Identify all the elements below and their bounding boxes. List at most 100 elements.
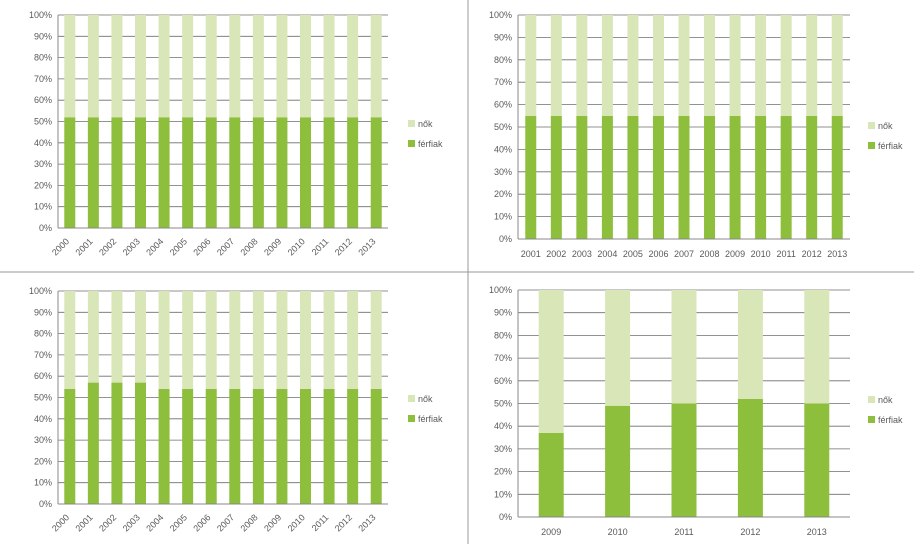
bar-segment-férfiak xyxy=(158,388,170,504)
x-tick-label: 2002 xyxy=(97,512,118,533)
y-tick-label: 70% xyxy=(494,353,512,363)
x-tick-label: 2008 xyxy=(239,236,260,257)
y-tick-label: 60% xyxy=(34,95,52,105)
bar-segment-férfiak xyxy=(525,115,537,239)
legend-swatch xyxy=(868,142,875,149)
y-tick-label: 30% xyxy=(494,444,512,454)
x-tick-label: 2010 xyxy=(608,527,628,537)
x-tick-label: 2012 xyxy=(333,236,354,257)
bar-segment-nők xyxy=(300,15,311,118)
x-tick-label: 2004 xyxy=(597,249,617,259)
legend: nők férfiak xyxy=(868,121,903,151)
bar-segment-férfiak xyxy=(755,115,767,239)
y-tick-label: 0% xyxy=(499,512,512,522)
y-tick-label: 70% xyxy=(494,77,512,87)
bar-segment-férfiak xyxy=(300,117,311,228)
bar-segment-nők xyxy=(347,15,359,118)
y-tick-label: 40% xyxy=(34,138,52,148)
bar-segment-nők xyxy=(804,290,830,404)
bar-segment-férfiak xyxy=(323,117,335,228)
x-tick-label: 2004 xyxy=(144,512,165,533)
bar-segment-nők xyxy=(229,15,241,118)
bar-segment-férfiak xyxy=(627,115,639,239)
bar-segment-nők xyxy=(64,15,76,118)
legend-label: nők xyxy=(418,119,433,129)
y-tick-label: 10% xyxy=(34,478,52,488)
legend-label: nők xyxy=(878,395,893,405)
bar-segment-férfiak xyxy=(87,117,99,228)
bar-segment-nők xyxy=(276,291,288,389)
y-tick-label: 70% xyxy=(34,350,52,360)
x-tick-label: 2010 xyxy=(286,512,307,533)
x-tick-label: 2009 xyxy=(262,236,283,257)
x-tick-label: 2012 xyxy=(333,512,354,533)
x-tick-label: 2000 xyxy=(50,512,71,533)
legend-label: férfiak xyxy=(418,139,443,149)
bar-segment-férfiak xyxy=(323,388,335,504)
y-tick-label: 20% xyxy=(34,456,52,466)
legend-label: férfiak xyxy=(878,415,903,425)
bar-segment-férfiak xyxy=(538,433,564,517)
bar-segment-nők xyxy=(538,290,564,434)
bar-segment-nők xyxy=(135,15,146,118)
bar-segment-férfiak xyxy=(111,382,123,504)
bar-segment-férfiak xyxy=(229,388,241,504)
legend-swatch xyxy=(408,415,415,422)
bar-segment-férfiak xyxy=(601,115,613,239)
y-tick-label: 10% xyxy=(494,212,512,222)
bar-segment-nők xyxy=(678,15,690,116)
bar-segment-férfiak xyxy=(276,388,288,504)
y-tick-label: 70% xyxy=(34,74,52,84)
bar-segment-férfiak xyxy=(780,115,792,239)
bar-segment-férfiak xyxy=(182,388,194,504)
bar-segment-nők xyxy=(323,15,335,118)
y-tick-label: 0% xyxy=(39,499,52,509)
y-tick-label: 0% xyxy=(499,234,512,244)
bar-segment-férfiak xyxy=(252,117,264,228)
y-tick-label: 10% xyxy=(494,489,512,499)
bar-segment-nők xyxy=(370,15,382,118)
bar-segment-férfiak xyxy=(135,117,146,228)
x-tick-label: 2009 xyxy=(262,512,283,533)
y-tick-label: 80% xyxy=(34,53,52,63)
bar-segment-nők xyxy=(135,291,146,383)
y-tick-label: 50% xyxy=(34,393,52,403)
bar-segment-férfiak xyxy=(804,403,830,517)
bar-segment-férfiak xyxy=(671,403,697,517)
x-tick-label: 2010 xyxy=(751,249,771,259)
chart-panel-2: 0% 10% 20% 30% 40% 50% 60% 70% 80% 90% 100% 2001 200… xyxy=(489,10,903,259)
bar-segment-férfiak xyxy=(576,115,588,239)
legend: nők férfiak xyxy=(868,395,903,425)
bar-segment-nők xyxy=(347,291,359,389)
x-tick-label: 2010 xyxy=(286,236,307,257)
x-tick-label: 2011 xyxy=(776,249,795,259)
x-tick-label: 2013 xyxy=(356,236,377,257)
y-tick-label: 100% xyxy=(489,10,512,20)
bar-segment-nők xyxy=(182,291,194,389)
bar-segment-férfiak xyxy=(229,117,241,228)
bar-segment-nők xyxy=(627,15,639,116)
x-tick-label: 2009 xyxy=(541,527,561,537)
bar-segment-nők xyxy=(652,15,664,116)
x-tick-label: 2011 xyxy=(310,236,331,257)
bar-segment-férfiak xyxy=(276,117,288,228)
x-tick-label: 2005 xyxy=(623,249,643,259)
bar-segment-nők xyxy=(550,15,562,116)
y-tick-label: 90% xyxy=(34,31,52,41)
x-tick-label: 2005 xyxy=(168,512,189,533)
bar-segment-nők xyxy=(729,15,741,116)
x-tick-label: 2006 xyxy=(191,512,212,533)
legend: nők férfiak xyxy=(408,119,443,149)
x-tick-label: 2003 xyxy=(572,249,592,259)
bar-segment-nők xyxy=(576,15,588,116)
bar-segment-nők xyxy=(704,15,716,116)
bar-segment-férfiak xyxy=(205,117,217,228)
bar-segment-férfiak xyxy=(347,388,359,504)
y-tick-label: 30% xyxy=(34,159,52,169)
bar-segment-nők xyxy=(182,15,194,118)
y-tick-label: 60% xyxy=(494,100,512,110)
bar-segment-férfiak xyxy=(678,115,690,239)
x-tick-label: 2009 xyxy=(725,249,745,259)
bar-segment-nők xyxy=(300,291,311,389)
x-tick-label: 2001 xyxy=(521,249,541,259)
